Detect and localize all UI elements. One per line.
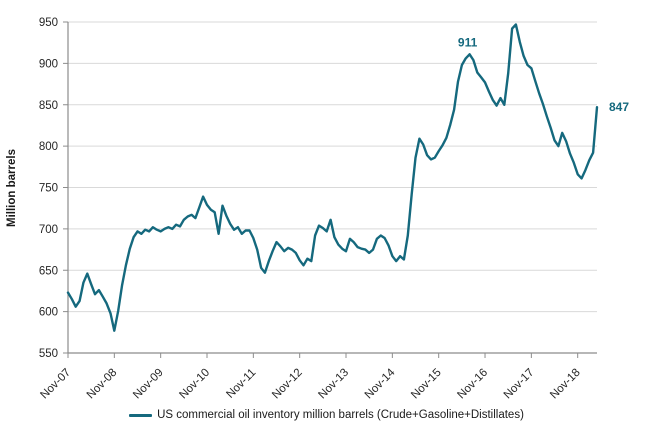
- y-tick-label: 850: [39, 100, 58, 112]
- gridline-layer: [68, 21, 597, 313]
- legend-label: US commercial oil inventory million barr…: [157, 409, 524, 421]
- y-tick-label: 550: [39, 348, 58, 360]
- x-tick-label: Nov-16: [455, 367, 490, 401]
- inventory-series-line: [66, 23, 599, 332]
- y-tick-label: 750: [39, 183, 58, 195]
- x-tick-label: Nov-17: [502, 367, 537, 401]
- x-tick-label: Nov-10: [177, 367, 212, 401]
- y-tick-label: 950: [39, 17, 58, 29]
- annotation-layer: 911 847: [458, 35, 629, 114]
- x-tick-label: Nov-07: [38, 367, 73, 401]
- annotation-911: 911: [458, 35, 478, 49]
- axis-layer: 550 600 650 700 750 800 850 900 950 Nov-07 Nov-08 N…: [38, 17, 597, 401]
- x-tick-label: Nov-13: [316, 367, 351, 401]
- series-layer: [66, 23, 599, 332]
- line-chart-canvas: Million barrels 550 600 650 700 750 800 850 900…: [6, 17, 629, 401]
- annotation-847: 847: [609, 100, 629, 114]
- x-tick-label: Nov-15: [409, 367, 444, 401]
- y-tick-label: 800: [39, 141, 58, 153]
- legend: US commercial oil inventory million barr…: [0, 401, 653, 429]
- y-tick-label: 700: [39, 224, 58, 236]
- y-tick-label: 900: [39, 58, 58, 70]
- x-tick-label: Nov-09: [131, 367, 166, 401]
- x-tick-label: Nov-14: [363, 366, 398, 401]
- x-tick-label: Nov-12: [270, 367, 305, 401]
- legend-line-marker: [129, 413, 153, 417]
- y-axis-title: Million barrels: [6, 149, 18, 227]
- x-tick-label: Nov-08: [85, 367, 120, 401]
- y-tick-label: 650: [39, 265, 58, 277]
- x-tick-label: Nov-11: [224, 367, 258, 401]
- x-tick-label: Nov-18: [548, 367, 583, 401]
- y-tick-label: 600: [39, 307, 58, 319]
